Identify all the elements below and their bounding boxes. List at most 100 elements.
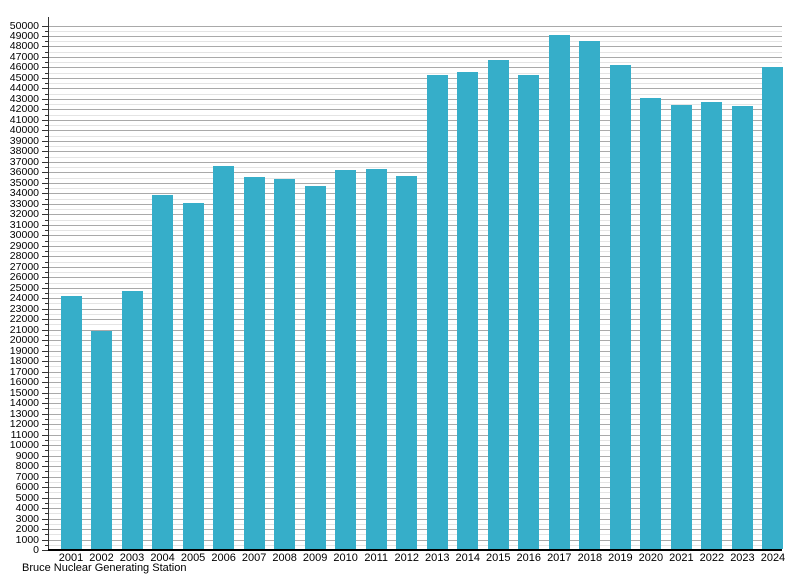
y-axis-tick-label: 2000 (15, 523, 39, 536)
y-axis-tick-label: 0 (33, 544, 39, 556)
bar-2001 (60, 296, 82, 549)
y-major-tick (42, 518, 48, 520)
bar-2003 (121, 290, 143, 549)
major-gridline (48, 140, 782, 142)
y-major-tick (42, 119, 48, 121)
y-major-tick (42, 340, 48, 342)
bar-2015 (487, 60, 509, 549)
y-major-tick (42, 350, 48, 352)
bar-2018 (579, 41, 601, 549)
major-gridline (48, 77, 782, 79)
y-axis-tick-label: 15000 (9, 386, 39, 399)
bar-2005 (182, 202, 204, 549)
y-axis-tick-label: 24000 (9, 292, 39, 305)
minor-gridline (48, 167, 782, 169)
x-axis-tick-label: 2023 (730, 552, 755, 564)
y-minor-tick (45, 429, 48, 431)
bar-2002 (91, 330, 113, 549)
x-axis-tick-label: 2010 (333, 552, 358, 564)
y-minor-tick (45, 72, 48, 74)
bar-2006 (213, 166, 235, 549)
y-axis-tick-label: 14000 (9, 397, 39, 410)
y-minor-tick (45, 313, 48, 315)
x-axis-tick-label: 2005 (180, 552, 206, 564)
y-major-tick (42, 224, 48, 226)
y-major-tick (42, 529, 48, 531)
y-axis-tick-label: 50000 (9, 19, 39, 32)
y-minor-tick (45, 188, 48, 190)
bar-2016 (518, 74, 540, 549)
y-minor-tick (45, 471, 48, 473)
y-major-tick (42, 256, 48, 258)
x-axis-tick-label: 2020 (638, 552, 664, 564)
major-gridline (48, 119, 782, 121)
y-minor-tick (45, 177, 48, 179)
y-axis-tick-label: 44000 (9, 82, 39, 95)
y-minor-tick (45, 502, 48, 504)
y-major-tick (42, 25, 48, 27)
bar-2024 (762, 67, 784, 549)
y-axis-tick-label: 27000 (9, 260, 39, 273)
x-axis-tick-label: 2002 (89, 552, 114, 564)
major-gridline (48, 67, 782, 69)
y-minor-tick (45, 230, 48, 232)
y-minor-tick (45, 544, 48, 546)
minor-gridline (48, 72, 782, 74)
y-major-tick (42, 193, 48, 195)
y-axis-tick-label: 28000 (9, 250, 39, 263)
x-axis-tick-label: 2018 (577, 552, 603, 564)
minor-gridline (48, 41, 782, 43)
y-major-tick (42, 182, 48, 184)
y-axis-tick-label: 20000 (9, 334, 39, 347)
y-axis-tick-label: 39000 (9, 134, 39, 147)
y-major-tick (42, 277, 48, 279)
major-gridline (48, 35, 782, 37)
y-axis-tick-label: 4000 (15, 502, 39, 515)
minor-gridline (48, 114, 782, 116)
bar-2009 (304, 185, 326, 549)
y-axis-tick-label: 32000 (9, 208, 39, 221)
y-major-tick (42, 434, 48, 436)
y-minor-tick (45, 534, 48, 536)
bar-2010 (335, 170, 357, 549)
y-major-tick (42, 319, 48, 321)
major-gridline (48, 56, 782, 58)
minor-gridline (48, 51, 782, 53)
y-axis-tick-label: 17000 (9, 365, 39, 378)
y-major-tick (42, 151, 48, 153)
y-major-tick (42, 455, 48, 457)
y-axis-tick-label: 30000 (9, 229, 39, 242)
y-major-tick (42, 203, 48, 205)
y-minor-tick (45, 135, 48, 137)
y-minor-tick (45, 30, 48, 32)
y-axis-tick-label: 25000 (9, 281, 39, 294)
y-major-tick (42, 413, 48, 415)
y-major-tick (42, 172, 48, 174)
bar-2008 (274, 178, 296, 549)
major-gridline (48, 109, 782, 111)
y-major-tick (42, 403, 48, 405)
major-gridline (48, 130, 782, 132)
y-minor-tick (45, 104, 48, 106)
y-minor-tick (45, 460, 48, 462)
x-axis-tick-label: 2008 (272, 552, 297, 564)
y-minor-tick (45, 261, 48, 263)
y-minor-tick (45, 292, 48, 294)
major-gridline (48, 172, 782, 174)
y-minor-tick (45, 114, 48, 116)
y-major-tick (42, 424, 48, 426)
y-minor-tick (45, 366, 48, 368)
major-gridline (48, 25, 782, 27)
y-minor-tick (45, 450, 48, 452)
y-minor-tick (45, 303, 48, 305)
y-major-tick (42, 508, 48, 510)
y-axis-tick-label: 43000 (9, 92, 39, 105)
y-major-tick (42, 235, 48, 237)
y-axis-tick-label: 21000 (9, 323, 39, 336)
bar-2023 (731, 106, 753, 549)
y-minor-tick (45, 523, 48, 525)
y-axis-tick-label: 26000 (9, 271, 39, 284)
y-minor-tick (45, 387, 48, 389)
y-axis-tick-label: 5000 (15, 491, 39, 504)
